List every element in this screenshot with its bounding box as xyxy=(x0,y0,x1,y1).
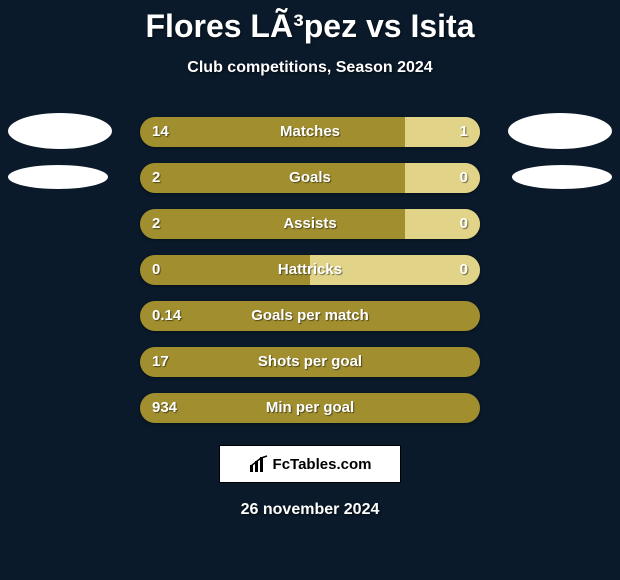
stat-label: Shots per goal xyxy=(140,347,480,377)
player-right-avatar xyxy=(508,113,612,149)
fctables-logo[interactable]: FcTables.com xyxy=(219,445,401,483)
stat-bar: 14 Matches 1 xyxy=(140,117,480,147)
stat-bar: 934 Min per goal xyxy=(140,393,480,423)
stat-bar: 2 Goals 0 xyxy=(140,163,480,193)
logo-text: FcTables.com xyxy=(273,456,372,473)
stat-label: Assists xyxy=(140,209,480,239)
page-title: Flores LÃ³pez vs Isita xyxy=(0,0,620,45)
stat-row-shots-per-goal: 17 Shots per goal xyxy=(0,347,620,377)
stat-value-right: 0 xyxy=(460,255,468,285)
stat-label: Hattricks xyxy=(140,255,480,285)
stat-row-assists: 2 Assists 0 xyxy=(0,209,620,239)
stat-bar: 0.14 Goals per match xyxy=(140,301,480,331)
stat-row-goals: 2 Goals 0 xyxy=(0,163,620,193)
player-left-avatar xyxy=(8,113,112,149)
stat-label: Min per goal xyxy=(140,393,480,423)
stat-value-right: 0 xyxy=(460,163,468,193)
stat-value-right: 0 xyxy=(460,209,468,239)
stats-list: 14 Matches 1 2 Goals 0 2 Assists 0 xyxy=(0,117,620,423)
stat-row-goals-per-match: 0.14 Goals per match xyxy=(0,301,620,331)
player-left-avatar-small xyxy=(8,165,108,189)
comparison-infographic: Flores LÃ³pez vs Isita Club competitions… xyxy=(0,0,620,580)
player-right-avatar-small xyxy=(512,165,612,189)
stat-bar: 0 Hattricks 0 xyxy=(140,255,480,285)
stat-bar: 17 Shots per goal xyxy=(140,347,480,377)
stat-label: Goals xyxy=(140,163,480,193)
stat-row-matches: 14 Matches 1 xyxy=(0,117,620,147)
page-subtitle: Club competitions, Season 2024 xyxy=(0,59,620,77)
bar-chart-icon xyxy=(249,455,269,473)
stat-row-hattricks: 0 Hattricks 0 xyxy=(0,255,620,285)
stat-label: Matches xyxy=(140,117,480,147)
infographic-date: 26 november 2024 xyxy=(0,501,620,519)
stat-value-right: 1 xyxy=(460,117,468,147)
stat-bar: 2 Assists 0 xyxy=(140,209,480,239)
stat-label: Goals per match xyxy=(140,301,480,331)
stat-row-min-per-goal: 934 Min per goal xyxy=(0,393,620,423)
